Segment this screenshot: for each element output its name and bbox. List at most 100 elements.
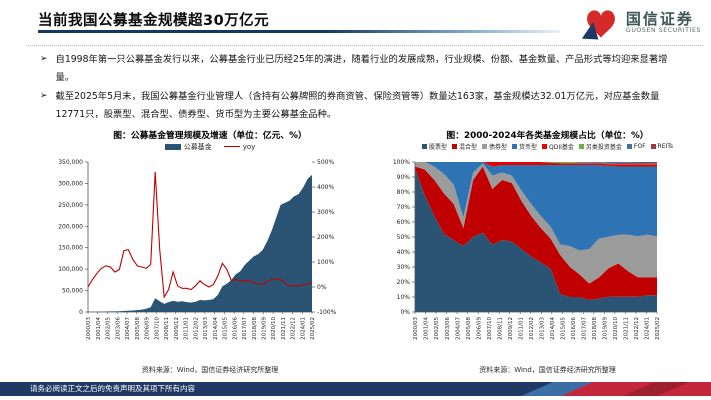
svg-text:2002/05: 2002/05 <box>434 317 440 340</box>
svg-text:2017/07: 2017/07 <box>582 317 588 340</box>
right-chart-legend: 股票型 混合型 债券型 货币型 QDII基金 另类投资基金 FOF REITs <box>385 141 710 152</box>
svg-text:200,000: 200,000 <box>58 223 83 230</box>
svg-text:2001/04: 2001/04 <box>424 317 430 340</box>
legend-item: yoy <box>223 143 255 151</box>
svg-text:2001/04: 2001/04 <box>96 317 102 340</box>
svg-text:2024/01: 2024/01 <box>300 317 306 340</box>
logo-name-en: GUOSEN SECURITIES <box>625 26 701 34</box>
svg-text:2021/11: 2021/11 <box>281 317 287 340</box>
legend-item: 另类投资基金 <box>578 142 622 151</box>
svg-text:2015/05: 2015/05 <box>561 317 567 340</box>
svg-text:70%: 70% <box>397 204 411 211</box>
disclaimer-text: 请务必阅读正文之后的免责声明及其项下所有内容 <box>30 384 195 393</box>
legend-swatch-icon <box>578 144 584 149</box>
svg-text:2021/11: 2021/11 <box>624 317 630 340</box>
svg-text:2000/03: 2000/03 <box>413 317 419 340</box>
svg-text:2002/05: 2002/05 <box>106 317 112 340</box>
left-chart-title: 图：公募基金管理规模及增速（单位：亿元、%） <box>113 131 307 141</box>
svg-text:2025/02: 2025/02 <box>655 317 661 340</box>
legend-swatch-icon <box>451 144 457 149</box>
svg-text:2014/04: 2014/04 <box>213 317 219 340</box>
svg-text:2007/10: 2007/10 <box>487 317 493 340</box>
legend-item: 股票型 <box>421 142 447 151</box>
svg-text:2025/02: 2025/02 <box>310 317 316 340</box>
legend-item: 公募基金 <box>164 142 212 152</box>
svg-text:2017/07: 2017/07 <box>242 317 248 340</box>
logo: 国信证券 GUOSEN SECURITIES <box>581 5 701 41</box>
svg-text:400%: 400% <box>317 184 334 191</box>
left-chart-source: 资料来源：Wind，国信证券经济研究所整理 <box>141 366 279 374</box>
header-divider <box>28 45 703 46</box>
svg-text:2011/01: 2011/01 <box>518 317 524 340</box>
footer-bar: 请务必阅读正文之后的免责声明及其项下所有内容 <box>0 382 711 396</box>
legend-swatch-icon <box>164 143 181 150</box>
legend-swatch-icon <box>626 144 632 149</box>
svg-text:2013/03: 2013/03 <box>203 317 209 340</box>
svg-text:2004/07: 2004/07 <box>455 317 461 340</box>
left-chart-svg: 350,000 300,000 250,000 200,000 150,000 100,0… <box>58 159 337 340</box>
svg-text:80%: 80% <box>397 189 411 196</box>
svg-text:100%: 100% <box>317 259 334 266</box>
page-title: 当前我国公募基金规模超30万亿元 <box>38 13 270 29</box>
legend-swatch-icon <box>421 144 427 149</box>
bullet-item-2: ➢ 截至2025年5月末，我国公募基金行业管理人（含持有公募牌照的券商资管、保险… <box>40 88 685 124</box>
svg-text:2004/07: 2004/07 <box>125 317 131 340</box>
bullet-item-1: ➢ 自1998年第一只公募基金发行以来，公募基金行业已历经25年的演进，随着行业… <box>40 51 685 87</box>
bullet-arrow-icon: ➢ <box>40 54 48 64</box>
svg-text:250,000: 250,000 <box>58 202 83 209</box>
legend-item: 混合型 <box>451 142 477 151</box>
right-chart-svg: 100% 90% 80% 70% 60% 50% 40% 30% 20% 10% 0%2000/03… <box>393 159 661 340</box>
svg-text:2009/12: 2009/12 <box>508 317 514 340</box>
legend-item: FOF <box>626 143 646 150</box>
svg-text:200%: 200% <box>317 234 334 241</box>
svg-text:2012/02: 2012/02 <box>529 317 535 340</box>
svg-text:2012/02: 2012/02 <box>193 317 199 340</box>
svg-text:2018/08: 2018/08 <box>592 317 598 340</box>
svg-text:100%: 100% <box>393 159 410 166</box>
svg-text:2014/04: 2014/04 <box>550 317 556 340</box>
svg-text:2008/11: 2008/11 <box>164 317 170 340</box>
svg-text:300%: 300% <box>317 209 334 216</box>
svg-text:2016/06: 2016/06 <box>571 317 577 340</box>
svg-text:2018/08: 2018/08 <box>252 317 258 340</box>
svg-text:100,000: 100,000 <box>58 266 83 273</box>
svg-text:2006/09: 2006/09 <box>476 317 482 340</box>
svg-text:500%: 500% <box>317 159 334 166</box>
right-chart-panel: 图：2000-2024年各类基金规模占比（单位：%） 股票型 混合型 债券型 货币型 Q… <box>385 128 710 375</box>
svg-text:350,000: 350,000 <box>58 159 83 166</box>
logo-name-cn: 国信证券 <box>625 10 694 29</box>
svg-text:2024/01: 2024/01 <box>645 317 651 340</box>
svg-text:2003/06: 2003/06 <box>115 317 121 340</box>
svg-text:2015/05: 2015/05 <box>223 317 229 340</box>
svg-text:2019/09: 2019/09 <box>262 317 268 340</box>
svg-text:50,000: 50,000 <box>62 288 83 295</box>
svg-text:0%: 0% <box>400 309 410 316</box>
svg-text:2007/10: 2007/10 <box>154 317 160 340</box>
bullet-arrow-icon: ➢ <box>40 91 48 102</box>
svg-text:2011/01: 2011/01 <box>184 317 190 340</box>
right-chart-title: 图：2000-2024年各类基金规模占比（单位：%） <box>446 131 649 141</box>
svg-text:60%: 60% <box>397 219 411 226</box>
svg-text:2000/03: 2000/03 <box>86 317 92 340</box>
title-underline <box>38 30 560 33</box>
svg-text:150,000: 150,000 <box>58 245 83 252</box>
logo-mark-icon <box>581 10 615 40</box>
svg-text:90%: 90% <box>397 174 411 181</box>
svg-text:2005/08: 2005/08 <box>466 317 472 340</box>
svg-text:2013/03: 2013/03 <box>539 317 545 340</box>
legend-swatch-icon <box>542 144 547 149</box>
logo-text: 国信证券 GUOSEN SECURITIES <box>626 11 701 34</box>
svg-text:2022/12: 2022/12 <box>634 317 640 340</box>
left-chart-panel: 图：公募基金管理规模及增速（单位：亿元、%） 公募基金 yoy 350,000 30… <box>40 128 380 375</box>
svg-text:0%: 0% <box>317 284 327 291</box>
bullet-text-2: 截至2025年5月末，我国公募基金行业管理人（含持有公募牌照的券商资管、保险资管… <box>55 91 660 121</box>
svg-text:0: 0 <box>79 309 83 316</box>
right-chart-source: 资料来源：Wind，国信证券经济研究所整理 <box>479 366 616 374</box>
svg-text:-100%: -100% <box>317 309 337 316</box>
legend-swatch-icon <box>650 144 656 149</box>
svg-text:2016/06: 2016/06 <box>232 317 238 340</box>
legend-item: QDII基金 <box>542 142 574 151</box>
svg-text:10%: 10% <box>397 294 411 301</box>
bullet-list: ➢ 自1998年第一只公募基金发行以来，公募基金行业已历经25年的演进，随着行业… <box>40 51 685 126</box>
